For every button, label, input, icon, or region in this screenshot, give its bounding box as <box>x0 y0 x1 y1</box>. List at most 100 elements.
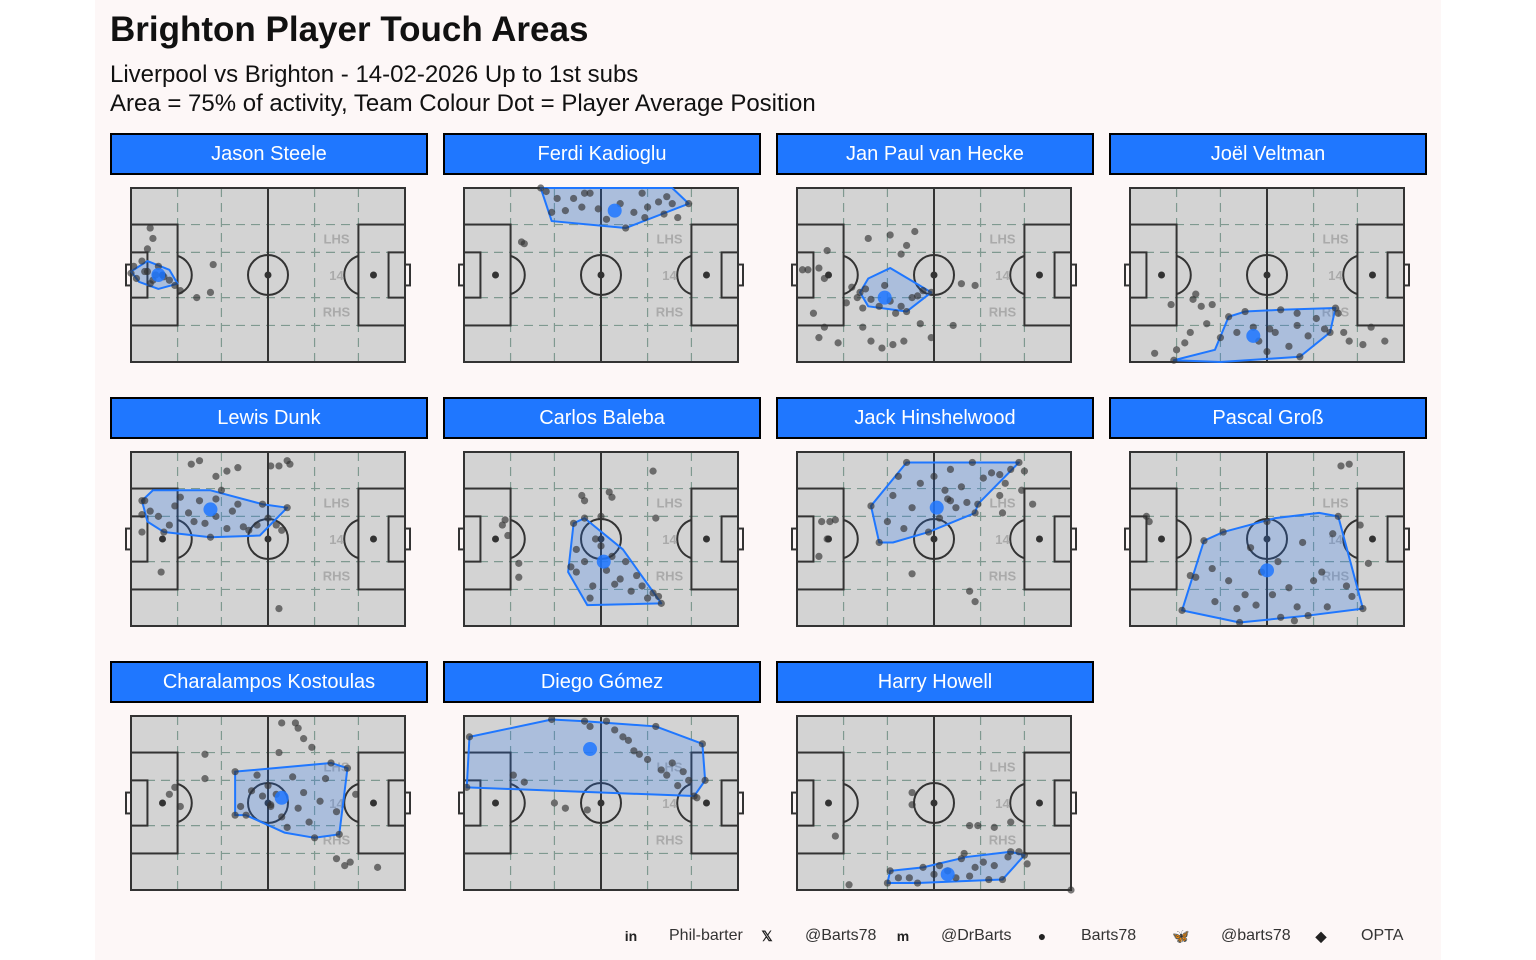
touch-point <box>974 822 982 830</box>
zone-label-rhs: RHS <box>989 305 1017 320</box>
touch-point <box>616 575 624 583</box>
touch-point <box>845 881 853 889</box>
linkedin-handle[interactable]: Phil-barter <box>669 927 743 944</box>
touch-point <box>310 834 319 842</box>
touch-point <box>1293 321 1301 330</box>
bluesky-handle[interactable]: @barts78 <box>1221 927 1291 944</box>
touch-point <box>1356 521 1364 529</box>
zone-label-rhs: RHS <box>989 569 1017 584</box>
touch-point <box>201 519 209 527</box>
touch-point <box>234 464 242 472</box>
touch-point <box>698 740 706 748</box>
touch-point <box>1277 306 1285 314</box>
player-facet: Joël VeltmanLHS14RHS <box>1109 133 1427 377</box>
touch-point <box>643 755 652 764</box>
touch-point <box>979 474 987 482</box>
dropbox-icon[interactable]: ◆ <box>1315 928 1327 944</box>
zone-label-lhs: LHS <box>1323 231 1349 246</box>
touch-point <box>963 498 971 507</box>
touch-point <box>834 339 842 347</box>
touch-point <box>619 733 627 741</box>
touch-point <box>1167 300 1175 309</box>
touch-point <box>278 719 286 727</box>
touch-point <box>1197 302 1205 310</box>
touch-point <box>974 500 982 508</box>
touch-point <box>228 507 236 515</box>
touch-point <box>1299 538 1307 547</box>
touch-point <box>138 257 146 265</box>
touch-point <box>979 858 987 866</box>
mastodon-icon[interactable]: m <box>896 928 910 944</box>
touch-point <box>1241 591 1249 599</box>
touch-point <box>300 735 308 743</box>
activity-hull <box>465 718 707 798</box>
touch-point <box>517 238 526 246</box>
touch-point <box>886 867 894 875</box>
touch-point <box>883 879 892 887</box>
touch-point <box>341 862 349 870</box>
touch-point <box>820 323 828 331</box>
facet-strip-label: Carlos Baleba <box>443 397 761 439</box>
touch-point <box>1211 598 1219 606</box>
touch-point <box>971 598 979 606</box>
touch-point <box>1067 886 1075 894</box>
touch-point <box>561 804 569 812</box>
touch-point <box>652 514 660 522</box>
touch-point <box>1364 559 1372 567</box>
touch-point <box>875 302 883 310</box>
touch-point <box>1020 467 1029 475</box>
touch-point <box>1020 851 1029 859</box>
touch-point <box>1263 518 1271 526</box>
touch-point <box>515 573 523 581</box>
linkedin-icon[interactable]: in <box>624 928 638 944</box>
touch-point <box>1271 328 1279 337</box>
touch-point <box>206 288 215 296</box>
touch-point <box>908 294 916 302</box>
touch-point <box>1186 328 1194 337</box>
github-handle[interactable]: Barts78 <box>1081 927 1137 944</box>
touch-point <box>1274 558 1282 566</box>
touch-point <box>1007 465 1015 473</box>
x-handle[interactable]: @Barts78 <box>805 927 877 944</box>
touch-point <box>663 193 671 201</box>
touch-point <box>212 472 220 480</box>
touch-point <box>231 768 239 776</box>
touch-point <box>316 797 324 805</box>
touch-point <box>1007 818 1015 826</box>
touch-point <box>352 790 360 798</box>
touch-point <box>1233 605 1241 613</box>
touch-point <box>674 782 682 790</box>
player-facet: Carlos Baleba LHS 14 RHS <box>443 397 761 641</box>
touch-point <box>911 227 919 236</box>
touch-point <box>332 855 341 863</box>
touch-point <box>668 200 676 208</box>
touch-point <box>861 285 870 293</box>
touch-point <box>685 200 693 208</box>
pitch-plot: LHS 14 RHS <box>791 187 1077 363</box>
facet-strip-label: Harry Howell <box>776 661 1094 703</box>
touch-point <box>622 558 630 566</box>
touch-point <box>903 241 911 250</box>
zone-label-middle: 14 <box>995 268 1010 283</box>
mastodon-handle[interactable]: @DrBarts <box>941 927 1012 944</box>
facet-strip-label: Pascal Groß <box>1109 397 1427 439</box>
touch-point <box>286 460 294 468</box>
touch-point <box>321 775 330 783</box>
touch-point <box>875 538 883 547</box>
touch-point <box>1189 295 1197 303</box>
touch-point <box>1285 584 1293 592</box>
touch-point <box>176 287 184 295</box>
zone-label-lhs: LHS <box>990 759 1016 774</box>
zone-label-rhs: RHS <box>656 833 684 848</box>
touch-point <box>701 776 709 784</box>
touch-point <box>1178 606 1186 614</box>
facet-strip-label: Diego Gómez <box>443 661 761 703</box>
bluesky-icon[interactable]: 🦋 <box>1172 928 1190 944</box>
x-twitter-icon[interactable]: 𝕏 <box>761 928 773 944</box>
touch-point <box>138 528 146 536</box>
average-position-dot <box>151 268 166 282</box>
github-icon[interactable]: ● <box>1037 928 1047 944</box>
touch-point <box>1345 460 1353 468</box>
touch-point <box>209 260 217 269</box>
zone-label-middle: 14 <box>995 532 1010 547</box>
